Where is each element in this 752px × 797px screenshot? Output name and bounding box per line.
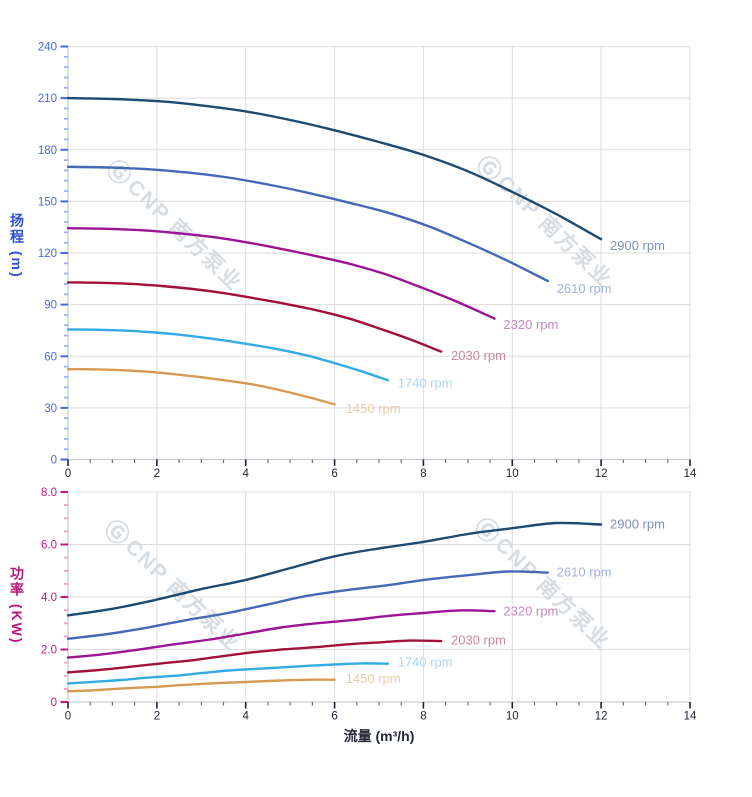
x-tick-label: 12	[595, 711, 608, 723]
head-vs-flow-plot: 0 30 60 90 120 150 180 210 240 0 2 4 6 8 10 12 14 2900 rp…	[38, 42, 697, 481]
y-tick-label: 90	[44, 300, 57, 312]
y-tick-label: 4.0	[41, 592, 57, 604]
series-curve-1740-rpm	[66, 328, 390, 382]
series-curve-1740-rpm	[66, 662, 390, 685]
x-tick-label: 6	[331, 468, 337, 480]
x-tick-label: 2	[154, 711, 160, 723]
y-tick-label: 210	[38, 93, 57, 105]
series-curve-2610-rpm	[66, 570, 549, 640]
x-tick-label: 8	[420, 711, 426, 723]
x-tick-label: 4	[242, 468, 249, 480]
x-tick-label: 10	[506, 468, 519, 480]
x-tick-label: 4	[242, 711, 249, 723]
power-y-axis-title: 功率 (KW)	[9, 566, 25, 645]
series-label-1450-rpm: 1450 rpm	[346, 401, 401, 416]
x-tick-label: 0	[65, 711, 71, 723]
series-curve-2030-rpm	[66, 639, 443, 674]
x-tick-label: 6	[331, 711, 337, 723]
x-tick-label: 14	[684, 711, 697, 723]
series-curve-2320-rpm	[66, 227, 496, 320]
power-vs-flow-plot: 0 2.0 4.0 6.0 8.0 0 2 4 6 8 10 12 14 2900 rpm 2610 rpm…	[41, 487, 697, 723]
y-tick-label: 8.0	[41, 487, 57, 499]
series-label-2610-rpm: 2610 rpm	[557, 565, 612, 580]
series-curve-2900-rpm	[66, 96, 603, 241]
series-label-2900-rpm: 2900 rpm	[610, 517, 665, 532]
series-label-2610-rpm: 2610 rpm	[557, 281, 612, 296]
series-curve-2320-rpm	[66, 609, 496, 659]
series-label-1740-rpm: 1740 rpm	[398, 375, 453, 390]
series-curve-2610-rpm	[66, 165, 549, 283]
y-tick-label: 120	[38, 248, 57, 260]
series-label-2320-rpm: 2320 rpm	[503, 317, 558, 332]
series-curve-2900-rpm	[66, 521, 603, 617]
y-tick-label: 30	[44, 403, 57, 415]
x-tick-label: 0	[65, 468, 71, 480]
series-curve-1450-rpm	[66, 678, 336, 693]
y-tick-label: 150	[38, 196, 57, 208]
series-label-2030-rpm: 2030 rpm	[451, 633, 506, 648]
series-curve-1450-rpm	[66, 368, 336, 406]
series-label-2030-rpm: 2030 rpm	[451, 348, 506, 363]
x-tick-label: 12	[595, 468, 608, 480]
series-label-1450-rpm: 1450 rpm	[346, 671, 401, 686]
y-tick-label: 180	[38, 145, 57, 157]
series-label-2320-rpm: 2320 rpm	[503, 603, 558, 618]
head-y-axis-title: 扬程 (m)	[9, 213, 25, 279]
flow-x-axis-title: 流量 (m³/h)	[343, 728, 415, 744]
y-tick-label: 6.0	[41, 540, 57, 552]
y-tick-label: 0	[51, 455, 57, 467]
y-tick-label: 2.0	[41, 645, 57, 657]
x-tick-label: 14	[684, 468, 697, 480]
series-label-2900-rpm: 2900 rpm	[610, 238, 665, 253]
series-curve-2030-rpm	[66, 281, 443, 353]
y-tick-label: 60	[44, 351, 57, 363]
y-tick-label: 240	[38, 42, 57, 54]
x-tick-label: 10	[506, 711, 519, 723]
series-label-1740-rpm: 1740 rpm	[398, 655, 453, 670]
y-tick-label: 0	[51, 697, 57, 709]
x-tick-label: 8	[420, 468, 426, 480]
x-tick-label: 2	[154, 468, 160, 480]
